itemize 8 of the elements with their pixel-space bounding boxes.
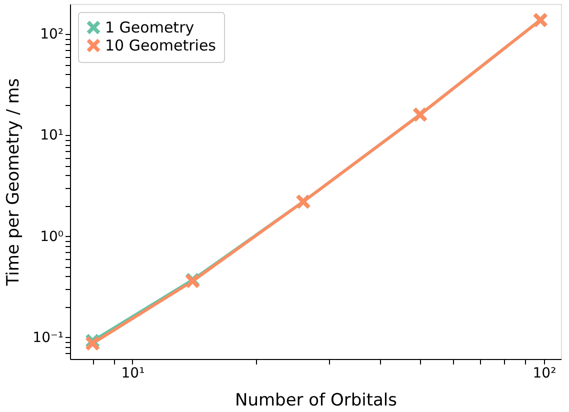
legend-label: 10 Geometries [105, 36, 216, 54]
y-tick-label: 10⁻¹ [32, 330, 64, 346]
legend-label: 1 Geometry [105, 18, 194, 36]
y-tick-label: 10⁰ [40, 228, 64, 245]
y-tick-label: 10¹ [40, 128, 64, 144]
y-axis-title: Time per Geometry / ms [4, 78, 24, 287]
y-tick-label: 10² [40, 26, 64, 43]
x-axis-title: Number of Orbitals [234, 390, 398, 410]
